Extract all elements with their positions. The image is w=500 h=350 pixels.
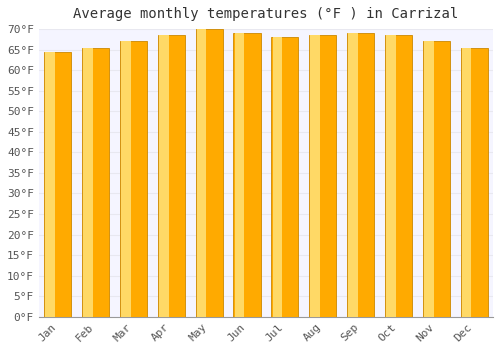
Title: Average monthly temperatures (°F ) in Carrizal: Average monthly temperatures (°F ) in Ca… — [74, 7, 458, 21]
Bar — [46, 52, 55, 317]
Bar — [271, 37, 298, 317]
Bar — [234, 33, 244, 317]
Bar — [460, 48, 488, 317]
Bar — [462, 48, 471, 317]
Bar — [158, 35, 185, 317]
Bar — [84, 48, 93, 317]
Bar — [234, 33, 260, 317]
Bar — [385, 35, 412, 317]
Bar — [120, 41, 147, 317]
Bar — [422, 41, 450, 317]
Bar — [347, 33, 374, 317]
Bar — [196, 29, 223, 317]
Bar — [121, 41, 130, 317]
Bar — [44, 52, 72, 317]
Bar — [159, 35, 168, 317]
Bar — [197, 29, 206, 317]
Bar — [386, 35, 396, 317]
Bar — [348, 33, 358, 317]
Bar — [272, 37, 282, 317]
Bar — [424, 41, 434, 317]
Bar — [310, 35, 320, 317]
Bar — [309, 35, 336, 317]
Bar — [82, 48, 109, 317]
